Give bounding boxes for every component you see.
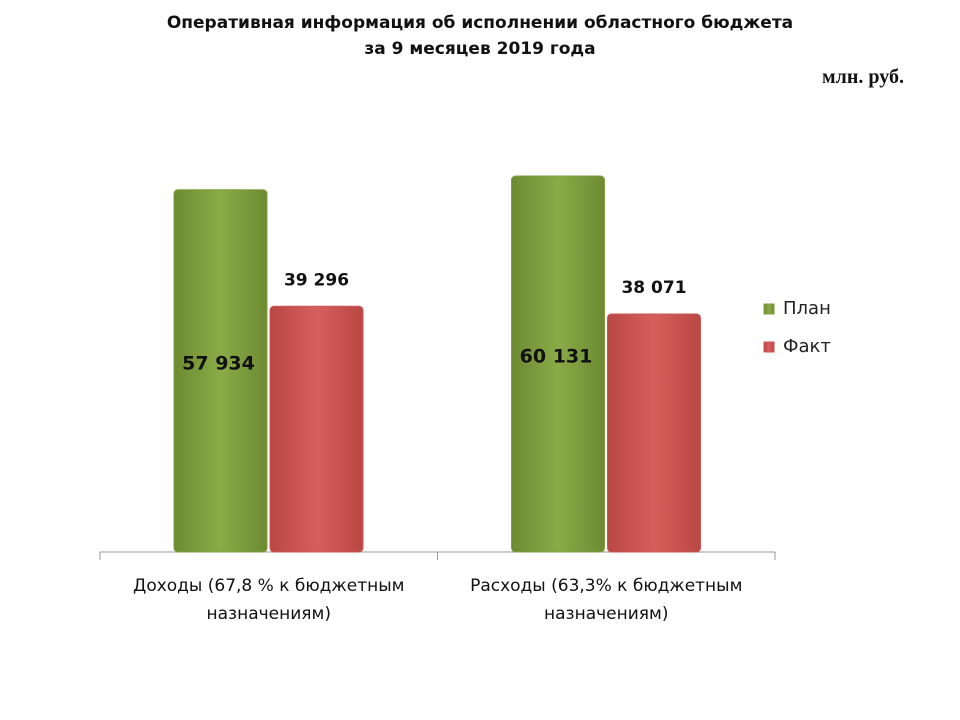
legend-swatch [763,303,775,315]
unit-label: млн. руб. [822,66,904,88]
x-tick-label: Расходы (63,3% к бюджетным назначениям) [470,576,743,624]
value-label: 60 131 [520,346,593,368]
bar [173,189,268,553]
legend-label: Факт [783,336,831,357]
legend-swatch [763,341,775,353]
chart-title: Оперативная информация об исполнении обл… [166,13,794,59]
value-label: 39 296 [284,270,349,290]
legend-label: План [783,298,831,319]
x-tick-label: Доходы (67,8 % к бюджетным назначениям) [133,576,405,624]
value-label: 38 071 [621,278,686,298]
value-label: 57 934 [182,352,255,374]
bar [511,175,605,553]
bar [269,305,364,553]
bar [607,313,701,553]
